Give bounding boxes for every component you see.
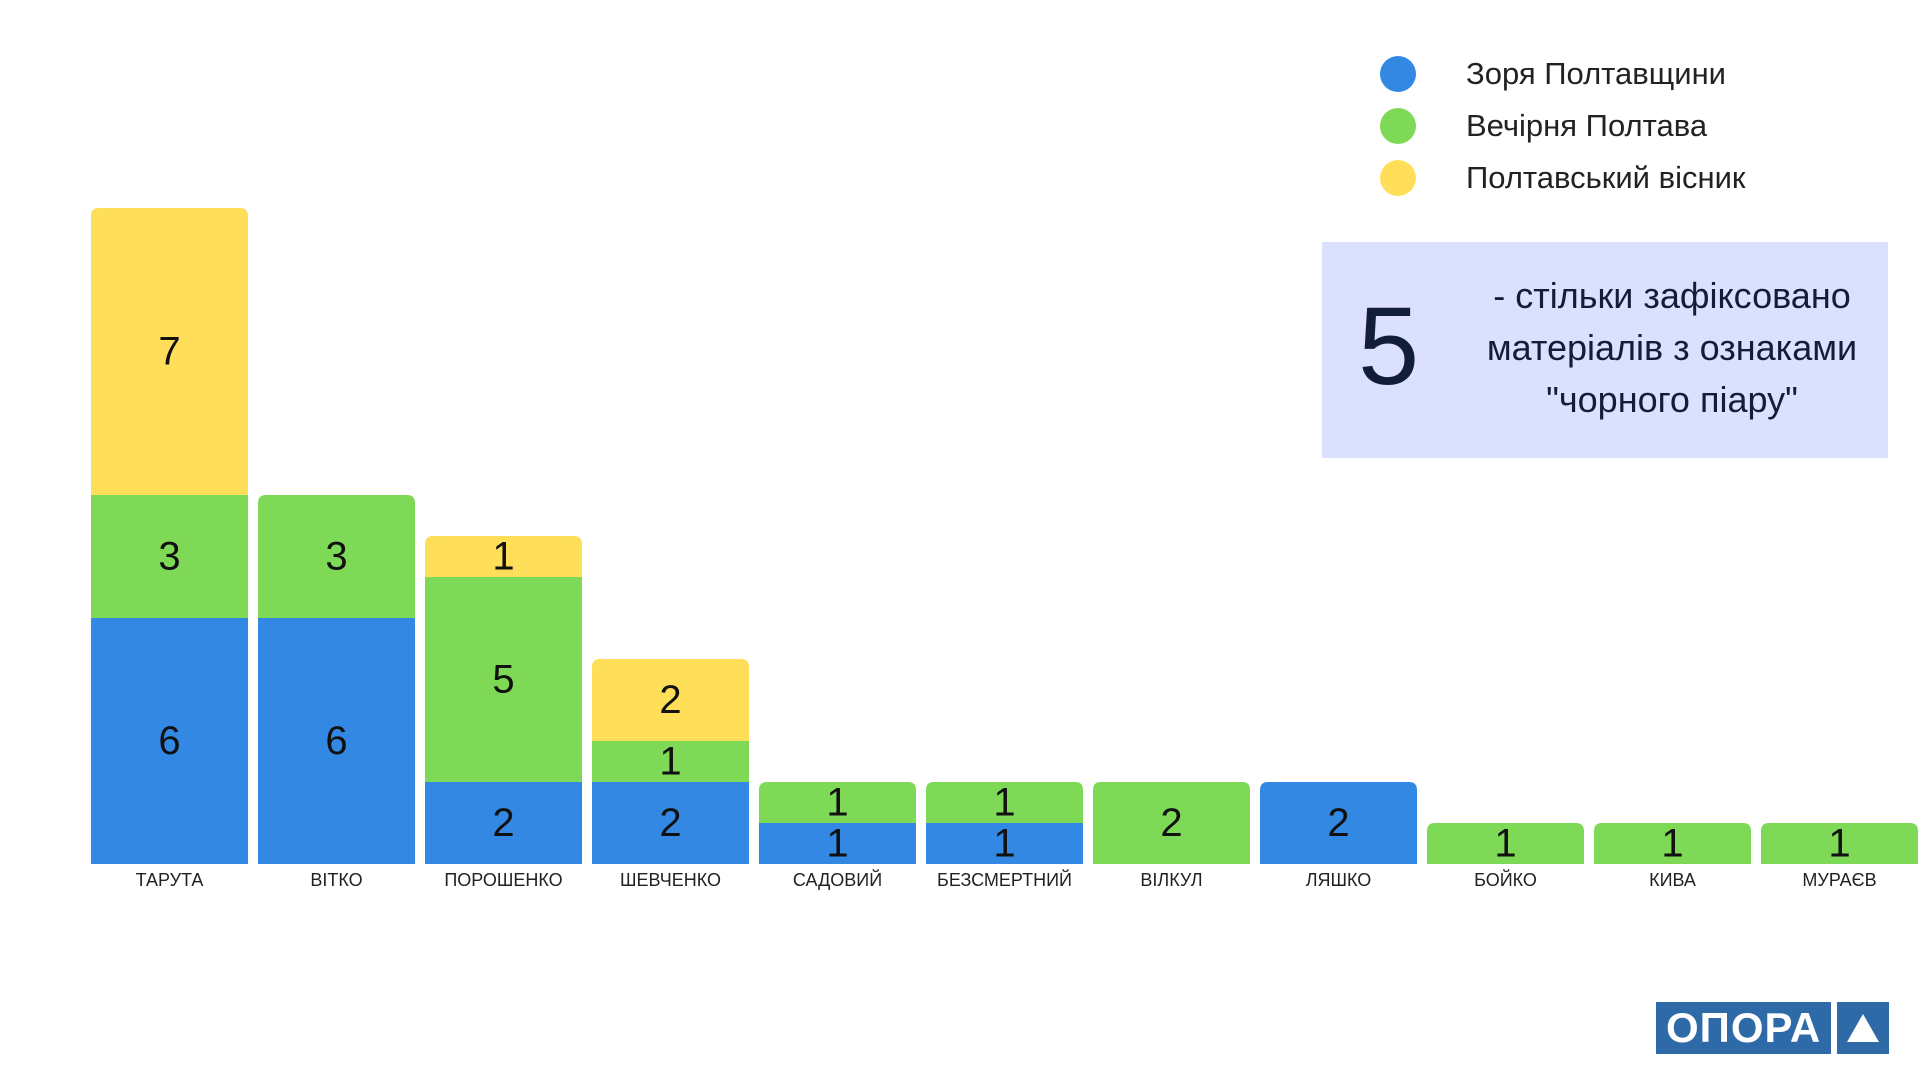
data-label: 1	[1494, 822, 1516, 866]
bar-segment	[759, 782, 916, 823]
data-label: 3	[325, 535, 347, 579]
x-tick-label: ПОРОШЕНКО	[444, 870, 562, 890]
triangle-logo-icon	[1837, 1002, 1890, 1054]
data-label: 2	[659, 678, 681, 722]
bar-segment	[1427, 823, 1584, 864]
bar-segment	[425, 577, 582, 782]
x-tick-label: ВІЛКУЛ	[1140, 870, 1202, 890]
legend-label: Полтавський вісник	[1466, 160, 1746, 195]
x-tick-label: ТАРУТА	[136, 870, 204, 890]
legend-label: Вечірня Полтава	[1466, 108, 1708, 143]
bar-segment	[91, 208, 248, 495]
bar-segment	[1093, 782, 1250, 864]
legend-item-vechirnya: Вечірня Полтава	[1380, 100, 1745, 152]
data-label: 1	[492, 535, 514, 579]
data-label: 6	[325, 719, 347, 763]
data-label: 1	[1661, 822, 1683, 866]
legend-dot-yellow	[1380, 160, 1416, 196]
bar-segment	[1594, 823, 1751, 864]
bar-segment	[592, 782, 749, 864]
logo-text: ОПОРА	[1656, 1002, 1832, 1054]
data-label: 1	[993, 822, 1015, 866]
data-label: 2	[492, 801, 514, 845]
data-label: 1	[1828, 822, 1850, 866]
bar-segment	[425, 536, 582, 577]
bar-segment	[592, 741, 749, 782]
legend-item-zorya: Зоря Полтавщини	[1380, 48, 1745, 100]
x-tick-label: ШЕВЧЕНКО	[620, 870, 721, 890]
bar-segment	[91, 618, 248, 864]
legend-item-visnyk: Полтавський вісник	[1380, 152, 1745, 204]
data-label: 1	[659, 740, 681, 784]
x-tick-label: БОЙКО	[1474, 869, 1537, 890]
bar-segment	[1260, 782, 1417, 864]
data-label: 2	[1327, 801, 1349, 845]
data-label: 6	[158, 719, 180, 763]
x-tick-label: САДОВИЙ	[793, 869, 882, 890]
x-tick-label: КИВА	[1649, 870, 1696, 890]
x-tick-label: ВІТКО	[310, 870, 362, 890]
bar-segment	[258, 495, 415, 618]
info-box: 5 - стільки зафіксовано матеріалів з озн…	[1322, 242, 1888, 458]
info-text: - стільки зафіксовано матеріалів з ознак…	[1486, 275, 1858, 420]
opora-logo: ОПОРА	[1656, 1002, 1890, 1054]
data-label: 2	[659, 801, 681, 845]
bar-segment	[91, 495, 248, 618]
bar-segment	[1761, 823, 1918, 864]
data-label: 7	[158, 330, 180, 374]
bar-segment	[258, 618, 415, 864]
data-label: 1	[826, 781, 848, 825]
bar-segment	[759, 823, 916, 864]
legend-dot-green	[1380, 108, 1416, 144]
data-label: 1	[826, 822, 848, 866]
data-label: 5	[492, 658, 514, 702]
bar-segment	[592, 659, 749, 741]
bar-segment	[926, 782, 1083, 823]
x-tick-label: МУРАЄВ	[1802, 870, 1876, 890]
x-tick-label: БЕЗСМЕРТНИЙ	[937, 869, 1072, 890]
data-label: 1	[993, 781, 1015, 825]
legend-dot-blue	[1380, 56, 1416, 92]
info-number: 5	[1358, 285, 1420, 408]
legend-label: Зоря Полтавщини	[1466, 56, 1727, 91]
x-tick-label: ЛЯШКО	[1306, 870, 1372, 890]
bar-segment	[926, 823, 1083, 864]
data-label: 2	[1160, 801, 1182, 845]
bar-segment	[425, 782, 582, 864]
data-label: 3	[158, 535, 180, 579]
chart-legend: Зоря Полтавщини Вечірня Полтава Полтавсь…	[1380, 48, 1745, 204]
